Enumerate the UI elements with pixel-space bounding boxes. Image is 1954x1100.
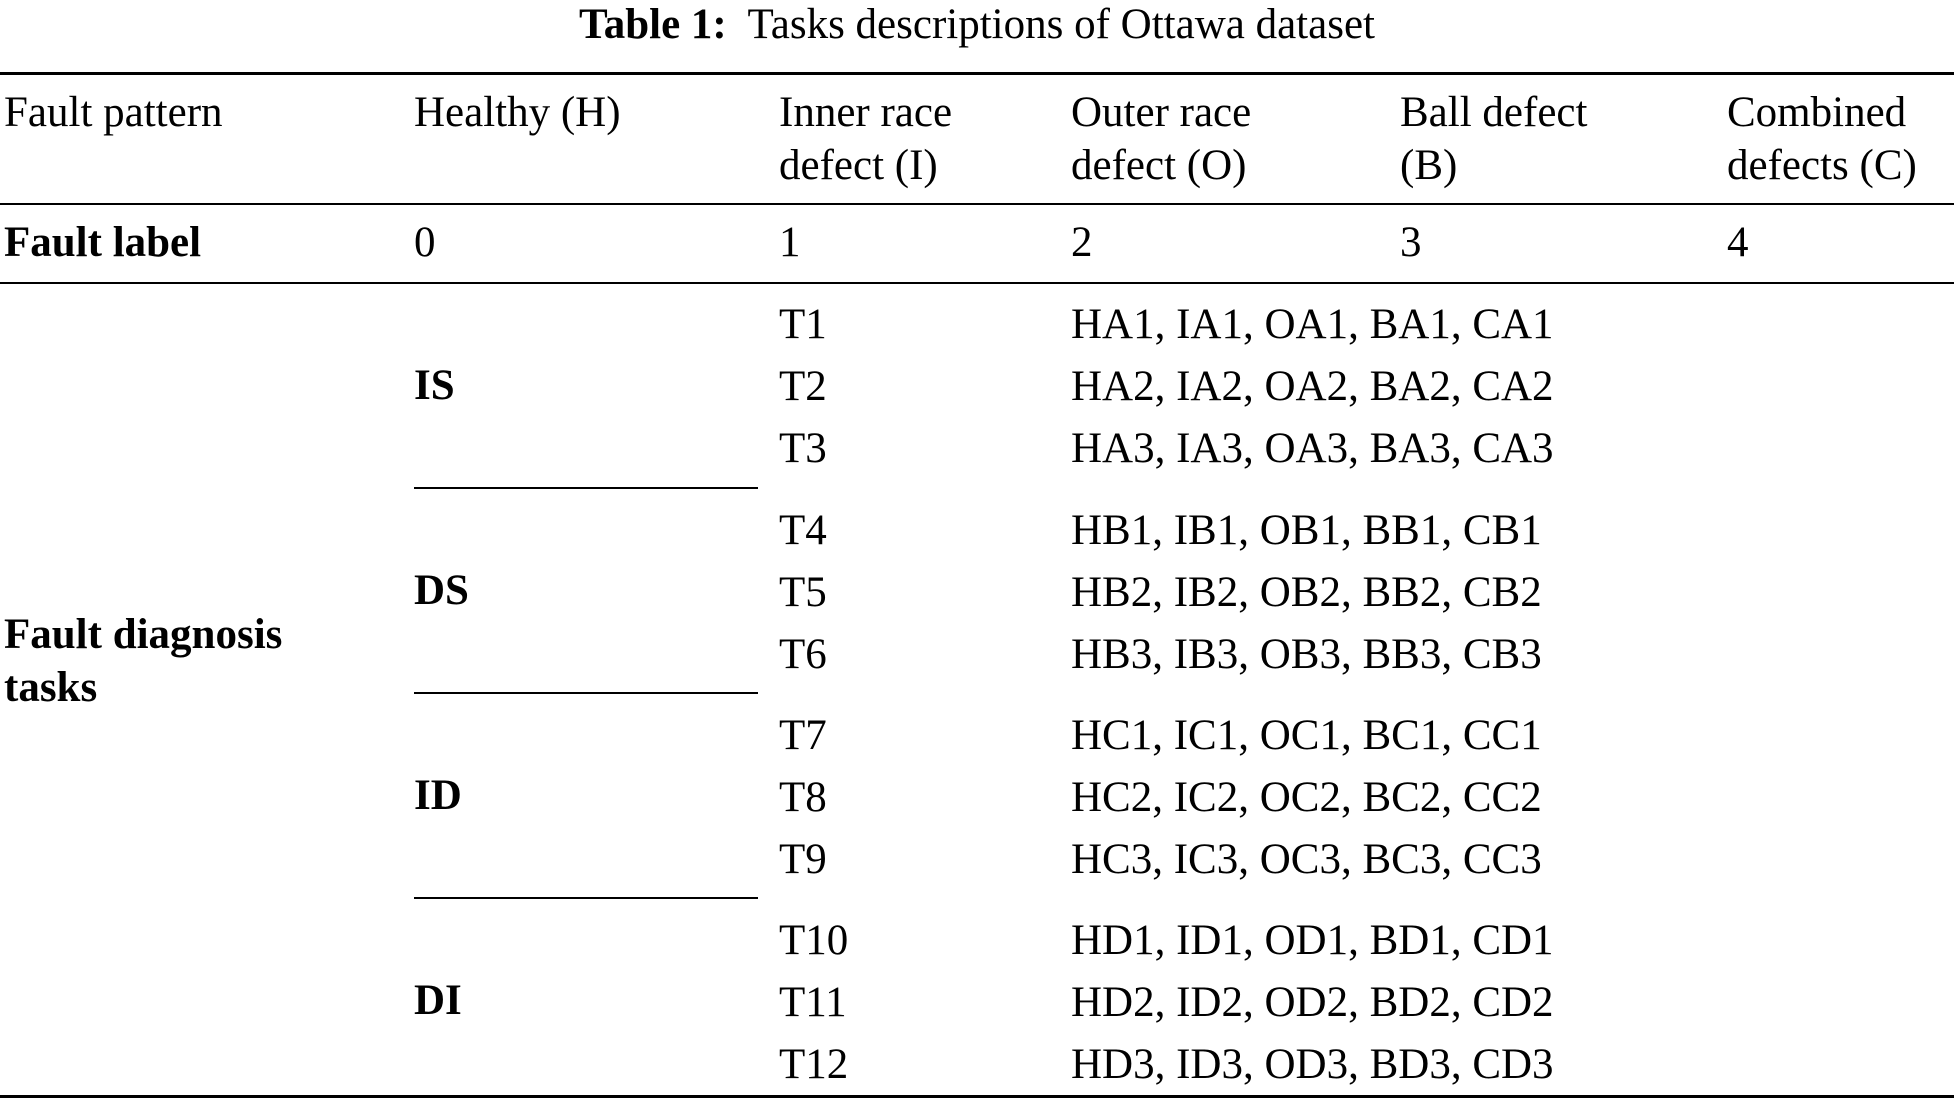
header-fault-pattern: Fault pattern <box>4 89 223 136</box>
task-data: HD3, ID3, OD3, BD3, CD3 <box>1071 1041 1554 1088</box>
header-combined-line1: Combined <box>1727 89 1907 136</box>
header-combined-line2: defects (C) <box>1727 142 1917 189</box>
task-data: HC1, IC1, OC1, BC1, CC1 <box>1071 712 1542 759</box>
task-data: HA3, IA3, OA3, BA3, CA3 <box>1071 425 1554 472</box>
task-data: HB2, IB2, OB2, BB2, CB2 <box>1071 569 1542 616</box>
task-data: HC2, IC2, OC2, BC2, CC2 <box>1071 774 1542 821</box>
group-separator-rule <box>414 897 758 899</box>
header-inner-race-line2: defect (I) <box>779 142 938 189</box>
task-id: T10 <box>779 917 849 964</box>
table-caption-text: Tasks descriptions of Ottawa dataset <box>747 1 1375 48</box>
header-healthy: Healthy (H) <box>414 89 621 136</box>
header-ball-defect-line2: (B) <box>1400 142 1458 189</box>
task-data: HB3, IB3, OB3, BB3, CB3 <box>1071 631 1542 678</box>
task-id: T1 <box>779 301 827 348</box>
task-data: HD1, ID1, OD1, BD1, CD1 <box>1071 917 1554 964</box>
task-id: T12 <box>779 1041 849 1088</box>
header-bottom-rule <box>0 203 1954 205</box>
fault-label-value-healthy: 0 <box>414 219 436 266</box>
task-id: T3 <box>779 425 827 472</box>
task-id: T8 <box>779 774 827 821</box>
fault-label-value-combined: 4 <box>1727 219 1749 266</box>
header-ball-defect-line1: Ball defect <box>1400 89 1588 136</box>
task-data: HA1, IA1, OA1, BA1, CA1 <box>1071 301 1554 348</box>
group-separator-rule <box>414 692 758 694</box>
task-id: T4 <box>779 507 827 554</box>
task-id: T6 <box>779 631 827 678</box>
group-name: DS <box>414 567 469 614</box>
task-data: HC3, IC3, OC3, BC3, CC3 <box>1071 836 1542 883</box>
fault-label-value-ball: 3 <box>1400 219 1422 266</box>
label-row-bottom-rule <box>0 282 1954 284</box>
task-data: HA2, IA2, OA2, BA2, CA2 <box>1071 363 1554 410</box>
header-outer-race-line2: defect (O) <box>1071 142 1247 189</box>
fault-label-value-outer: 2 <box>1071 219 1093 266</box>
group-name: IS <box>414 362 455 409</box>
task-id: T11 <box>779 979 847 1026</box>
table-caption-label: Table 1: <box>579 1 727 48</box>
group-name: DI <box>414 977 462 1024</box>
group-name: ID <box>414 772 462 819</box>
task-id: T2 <box>779 363 827 410</box>
table-top-rule <box>0 72 1954 75</box>
header-inner-race-line1: Inner race <box>779 89 953 136</box>
task-data: HB1, IB1, OB1, BB1, CB1 <box>1071 507 1542 554</box>
header-outer-race-line1: Outer race <box>1071 89 1252 136</box>
table-caption: Table 1: Tasks descriptions of Ottawa da… <box>0 0 1954 50</box>
task-id: T5 <box>779 569 827 616</box>
task-id: T9 <box>779 836 827 883</box>
tasks-section-title-line1: Fault diagnosis <box>4 611 283 658</box>
fault-label-title: Fault label <box>4 219 202 266</box>
fault-label-value-inner: 1 <box>779 219 801 266</box>
table-bottom-rule <box>0 1095 1954 1098</box>
tasks-section-title-line2: tasks <box>4 664 98 711</box>
task-id: T7 <box>779 712 827 759</box>
group-separator-rule <box>414 487 758 489</box>
task-data: HD2, ID2, OD2, BD2, CD2 <box>1071 979 1554 1026</box>
